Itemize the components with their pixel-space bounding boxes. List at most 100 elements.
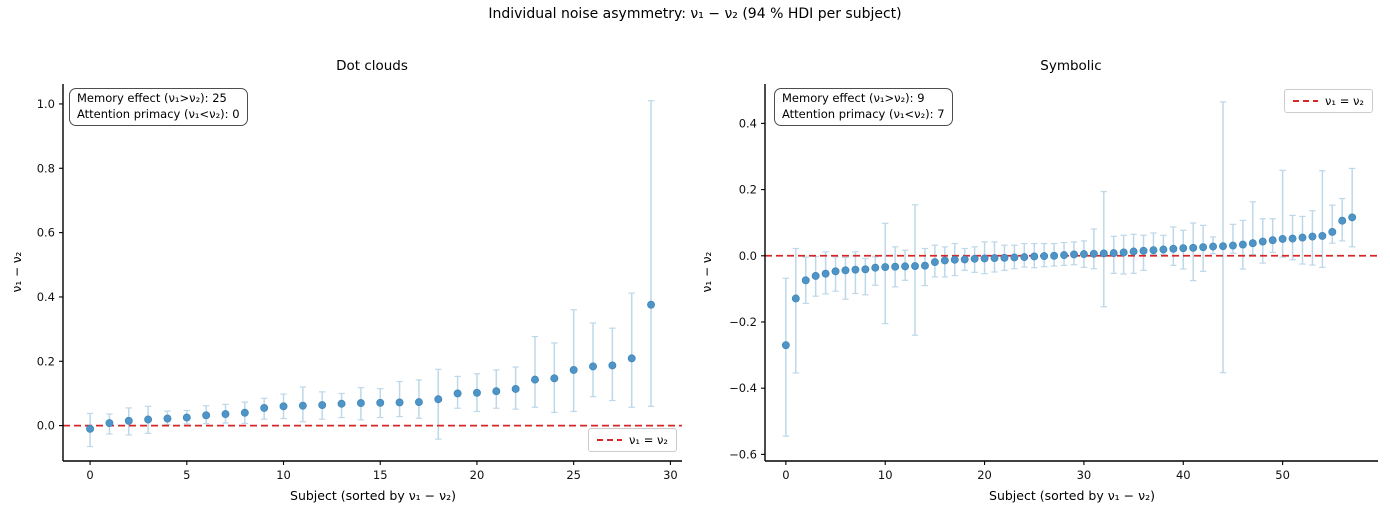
left-legend-label: ν₁ = ν₂ — [629, 433, 669, 447]
subject-mean-dot — [1119, 248, 1128, 257]
subject-mean-dot — [1109, 249, 1118, 258]
right-annotation-box: Memory effect (ν₁>ν₂): 9 Attention prima… — [774, 88, 953, 126]
y-tick-label: 0.4 — [37, 290, 55, 304]
subject-mean-dot — [337, 399, 346, 408]
subject-mean-dot — [1209, 242, 1218, 251]
subject-mean-dot — [930, 258, 939, 267]
y-tick-label: 0.4 — [739, 116, 757, 130]
subject-mean-dot — [1258, 237, 1267, 246]
subject-mean-dot — [221, 410, 230, 418]
subject-mean-dot — [453, 389, 462, 398]
subject-mean-dot — [550, 374, 559, 383]
subject-mean-dot — [202, 411, 211, 420]
subject-mean-dot — [921, 261, 929, 270]
x-tick-label: 20 — [977, 468, 992, 482]
subject-mean-dot — [1050, 251, 1059, 260]
subject-mean-dot — [298, 401, 307, 410]
right-legend: ν₁ = ν₂ — [1284, 89, 1374, 113]
subject-mean-dot — [871, 263, 880, 272]
subject-mean-dot — [811, 272, 820, 280]
subject-mean-dot — [1179, 244, 1188, 253]
subject-mean-dot — [627, 354, 636, 363]
left-panel-title: Dot clouds — [336, 58, 408, 74]
subject-mean-dot — [163, 414, 172, 423]
left-panel: 0 5 10 15 20 25 30 0.0 0.2 0.4 0.6 0.8 1.0 — [37, 84, 682, 482]
subject-mean-dot — [821, 269, 830, 278]
subject-mean-dot — [841, 266, 850, 275]
subject-mean-dot — [1129, 247, 1138, 256]
subject-mean-dot — [901, 262, 910, 271]
subject-mean-dot — [105, 419, 114, 427]
subject-mean-dot — [861, 265, 870, 274]
posterior-mean-dots — [86, 300, 656, 433]
subject-mean-dot — [791, 294, 800, 303]
right-annotation-line-memory: Memory effect (ν₁>ν₂): 9 — [782, 91, 925, 105]
subject-mean-dot — [569, 366, 578, 374]
subject-mean-dot — [1070, 250, 1078, 259]
right-panel-title: Symbolic — [1040, 58, 1102, 74]
subject-mean-dot — [940, 256, 949, 265]
subject-mean-dot — [1139, 246, 1148, 255]
subject-mean-dot — [1089, 249, 1098, 258]
x-tick-label: 15 — [373, 468, 388, 482]
x-tick-label: 50 — [1275, 468, 1290, 482]
subject-mean-dot — [950, 255, 959, 264]
x-tick-label: 10 — [276, 468, 291, 482]
subject-mean-dot — [414, 398, 423, 407]
posterior-mean-dots — [781, 213, 1357, 350]
subject-mean-dot — [182, 413, 191, 422]
subject-mean-dot — [851, 265, 860, 274]
subject-mean-dot — [240, 408, 249, 417]
x-tick-label: 30 — [1077, 468, 1092, 482]
subject-mean-dot — [1099, 249, 1108, 258]
subject-mean-dot — [1040, 252, 1049, 261]
subject-mean-dot — [1149, 246, 1158, 255]
subject-mean-dot — [124, 416, 133, 425]
x-tick-label: 25 — [566, 468, 581, 482]
subject-mean-dot — [647, 300, 656, 309]
subject-mean-dot — [1278, 234, 1287, 243]
subject-mean-dot — [279, 402, 288, 411]
subject-mean-dot — [1060, 251, 1068, 260]
y-tick-label: 0.0 — [37, 419, 55, 433]
subject-mean-dot — [376, 398, 385, 407]
subject-mean-dot — [260, 403, 269, 412]
subject-mean-dot — [1010, 253, 1019, 262]
subject-mean-dot — [990, 254, 999, 263]
x-tick-label: 5 — [183, 468, 190, 482]
right-annotation-line-attention: Attention primacy (ν₁<ν₂): 7 — [782, 106, 945, 121]
x-tick-label: 0 — [86, 468, 93, 482]
dashed-line-sample-icon — [1293, 100, 1318, 102]
subject-mean-dot — [608, 361, 617, 370]
subject-mean-dot — [970, 254, 979, 263]
right-panel: 0 10 20 30 40 50 0.4 0.2 0.0 −0.2 −0.4 −0.6 — [729, 84, 1378, 482]
subject-mean-dot — [1219, 242, 1227, 251]
subject-mean-dot — [531, 375, 539, 384]
subject-mean-dot — [831, 267, 840, 276]
subject-mean-dot — [1020, 253, 1029, 262]
subject-mean-dot — [1348, 213, 1357, 222]
subject-mean-dot — [511, 384, 520, 393]
subject-mean-dot — [395, 398, 404, 407]
x-tick-label: 10 — [878, 468, 893, 482]
subject-mean-dot — [801, 276, 810, 285]
subject-mean-dot — [1228, 241, 1237, 250]
left-legend: ν₁ = ν₂ — [588, 428, 678, 452]
y-tick-label: 0.2 — [37, 354, 55, 368]
subject-mean-dot — [86, 424, 95, 433]
y-tick-label: 0.0 — [739, 249, 757, 263]
subject-mean-dot — [144, 415, 153, 424]
right-legend-label: ν₁ = ν₂ — [1325, 94, 1365, 108]
subject-mean-dot — [1328, 228, 1337, 236]
subject-mean-dot — [911, 262, 919, 270]
left-annotation-box: Memory effect (ν₁>ν₂): 25 Attention prim… — [69, 88, 248, 126]
x-tick-label: 40 — [1176, 468, 1191, 482]
y-tick-label: 0.6 — [37, 226, 55, 240]
subject-mean-dot — [960, 255, 969, 264]
subject-mean-dot — [1288, 234, 1297, 243]
subject-mean-dot — [891, 262, 900, 271]
subject-mean-dot — [1169, 244, 1178, 253]
x-tick-label: 30 — [663, 468, 678, 482]
